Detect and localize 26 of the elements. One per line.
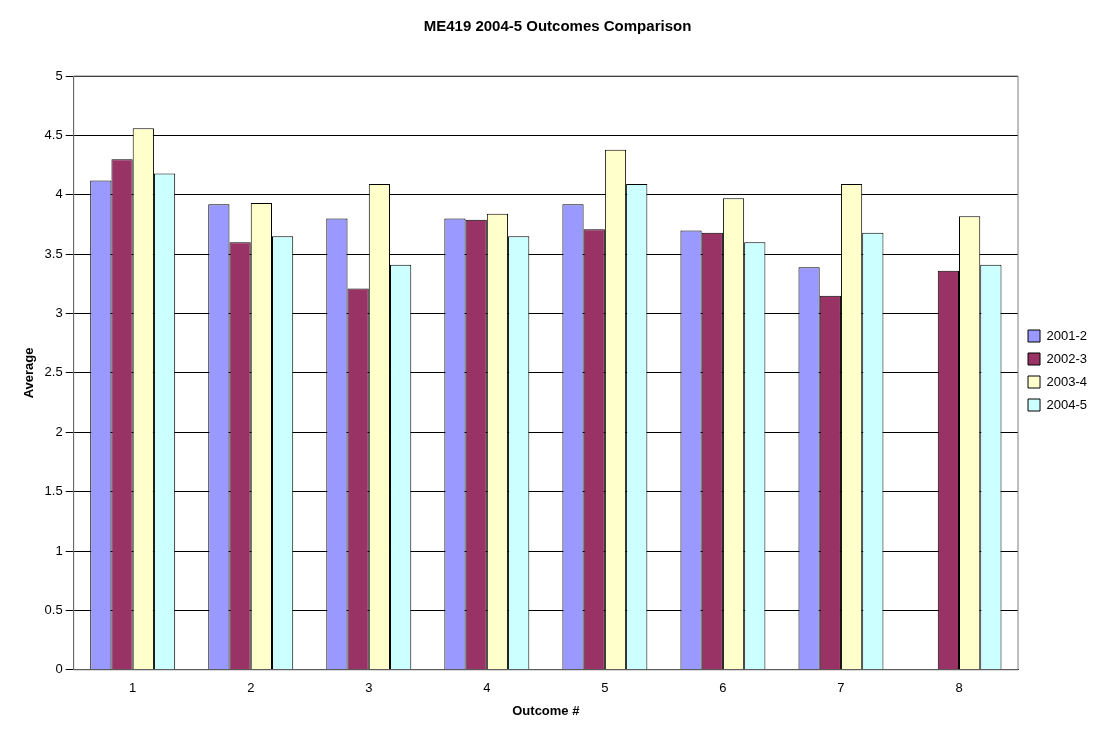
y-tick-label: 0.5 (44, 602, 63, 617)
legend-label: 2001-2 (1046, 327, 1088, 343)
y-tick-label: 1.5 (44, 483, 63, 499)
x-tick-label: 8 (955, 680, 963, 696)
x-axis-title: Outcome # (512, 702, 581, 718)
y-tick-label: 5 (55, 67, 63, 83)
y-tick-label: 1 (55, 542, 63, 558)
y-tick-label: 2.5 (44, 364, 63, 380)
legend-label: 2002-3 (1046, 350, 1088, 366)
x-tick-label: 3 (365, 680, 373, 696)
legend-label: 2003-4 (1046, 373, 1088, 389)
chart-title: ME419 2004-5 Outcomes Comparison (423, 17, 692, 35)
x-tick-label: 6 (719, 680, 727, 696)
y-tick-label: 3.5 (44, 245, 63, 261)
x-tick-label: 5 (601, 680, 609, 696)
x-tick-label: 1 (129, 680, 137, 696)
x-tick-label: 4 (483, 680, 491, 696)
x-tick-label: 7 (837, 680, 845, 696)
x-tick-label: 2 (247, 680, 255, 696)
y-tick-label: 2 (55, 423, 63, 439)
y-tick-label: 4 (55, 186, 63, 202)
y-tick-label: 3 (55, 305, 63, 321)
y-tick-label: 0 (55, 661, 63, 677)
legend-label: 2004-5 (1046, 396, 1088, 412)
y-tick-label: 4.5 (44, 126, 63, 142)
y-axis-title: Average (21, 347, 37, 399)
